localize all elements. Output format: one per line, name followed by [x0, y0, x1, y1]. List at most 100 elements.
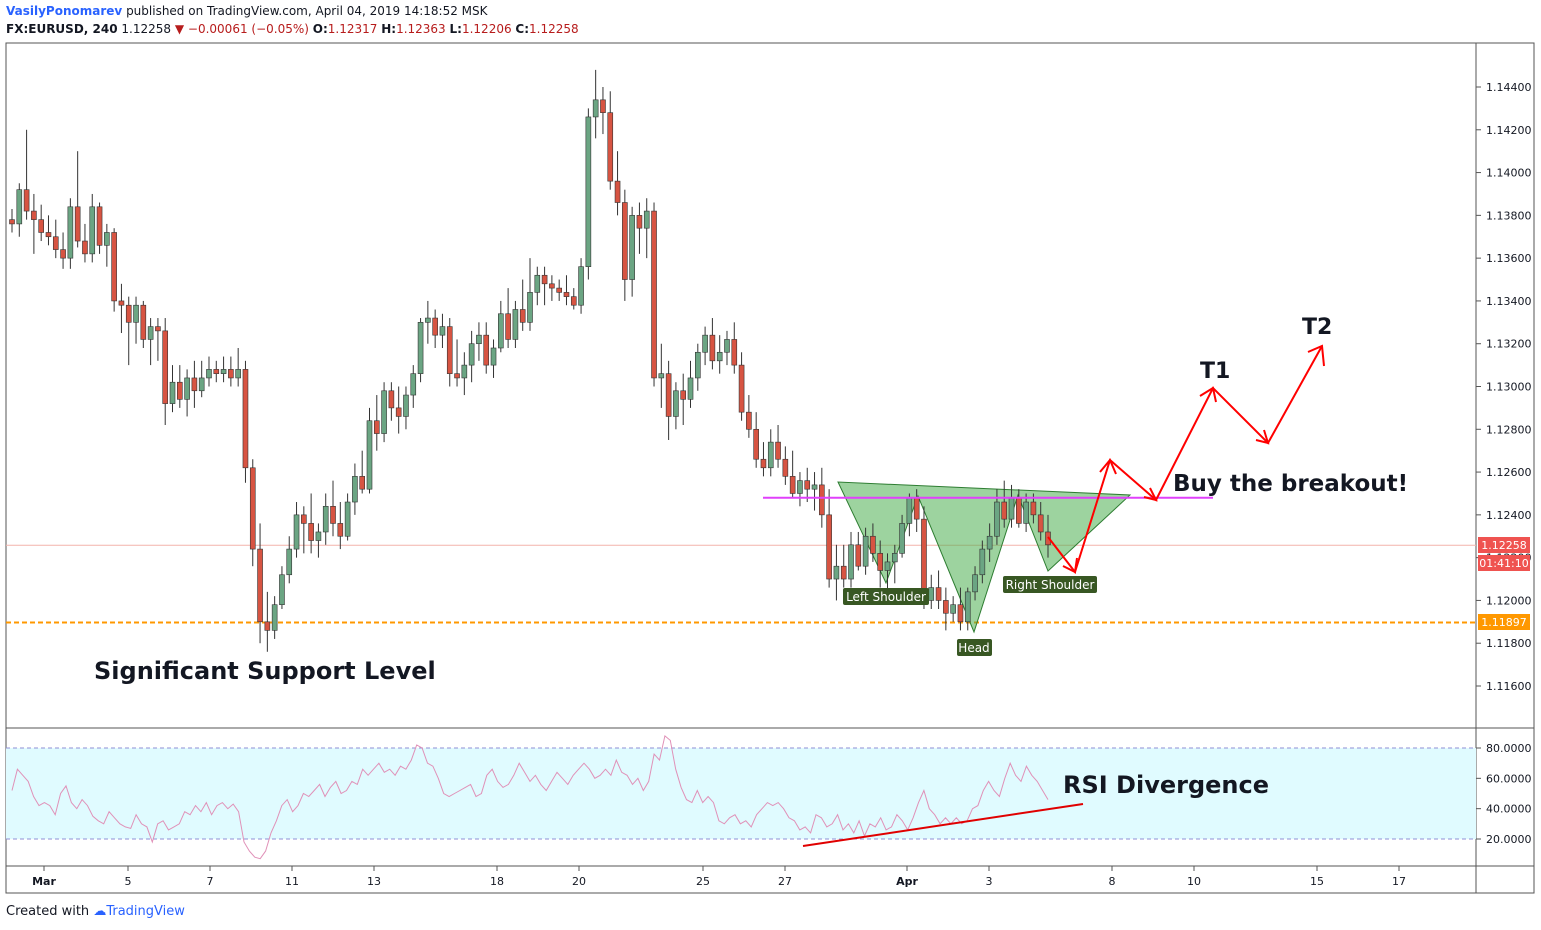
candle-body [228, 369, 234, 379]
time-tick-label: 18 [490, 875, 504, 888]
candle-body [446, 326, 453, 374]
candle-body [23, 189, 30, 212]
high-label: H: [381, 22, 397, 36]
candle-body [315, 531, 322, 541]
candle-body [60, 249, 66, 259]
time-tick-label: 10 [1187, 875, 1201, 888]
candle-body [840, 565, 847, 580]
candle-body [738, 364, 745, 413]
candle-body [359, 476, 365, 490]
candle-body [687, 377, 694, 400]
price-tick-label: 1.14200 [1486, 124, 1532, 137]
candle-body [1023, 501, 1029, 524]
rsi-divergence-line[interactable] [802, 803, 1084, 847]
publish-text: published on TradingView.com, April 04, … [126, 4, 488, 18]
candle-body [512, 309, 519, 340]
projection-arrows[interactable] [1047, 344, 1325, 575]
candle-body [767, 441, 774, 469]
candle-body [658, 373, 665, 379]
t1-annotation[interactable]: T1 [1200, 359, 1230, 384]
candle-body [490, 347, 497, 366]
low-value: 1.12206 [461, 22, 512, 36]
time-tick-label: 15 [1310, 875, 1324, 888]
candle-body [614, 180, 621, 203]
support-annotation[interactable]: Significant Support Level [94, 657, 436, 685]
candle-body [570, 296, 577, 306]
time-tick-label: 3 [986, 875, 993, 888]
candle-body [819, 484, 825, 516]
candle-body [191, 377, 198, 392]
candle-body [162, 330, 169, 404]
rsi-tick-label: 20.0000 [1486, 833, 1532, 846]
candle-body [235, 369, 241, 379]
candle-body [629, 215, 635, 280]
author-link[interactable]: VasilyPonomarev [6, 4, 123, 18]
t2-annotation[interactable]: T2 [1302, 315, 1332, 340]
candle-body [775, 441, 781, 460]
candle-body [862, 535, 869, 567]
candle-body [82, 240, 88, 255]
price-tick-label: 1.12000 [1486, 594, 1532, 607]
candle-body [673, 390, 679, 417]
tradingview-logo-icon[interactable]: ☁ [93, 904, 107, 919]
candle-body [541, 274, 548, 285]
candle-body [563, 292, 570, 297]
candle-body [242, 369, 249, 469]
candle-body [760, 458, 767, 469]
candle-body [425, 317, 431, 323]
candle-body [870, 535, 876, 554]
candle-body [118, 300, 125, 306]
candle-body [220, 369, 227, 374]
rsi-tick-label: 80.0000 [1486, 742, 1532, 755]
footer-brand[interactable]: TradingView [106, 904, 185, 919]
candle-body [702, 334, 708, 353]
footer: Created with ☁TradingView [6, 904, 185, 919]
head-label: Head [957, 639, 992, 656]
arrowhead-2 [1099, 458, 1117, 475]
candle-body [337, 523, 344, 537]
candle-body [140, 304, 147, 340]
candle-body [622, 202, 628, 280]
rsi-tick-label: 60.0000 [1486, 772, 1532, 785]
candle-body [928, 587, 935, 601]
arrowhead-3 [1143, 487, 1158, 502]
candle-body [811, 484, 818, 490]
candle-body [257, 548, 263, 623]
time-tick-label: 25 [696, 875, 710, 888]
candle-body [206, 369, 212, 379]
candle-body [184, 377, 190, 400]
candle-body [169, 381, 176, 404]
arrowhead-4 [1199, 386, 1217, 403]
rsi-annotation[interactable]: RSI Divergence [1063, 771, 1269, 799]
candle-body [833, 565, 840, 580]
candle-body [279, 574, 285, 606]
candle-body [16, 189, 23, 225]
candle-body [724, 339, 730, 353]
candle-body [432, 317, 438, 336]
candle-body [534, 274, 541, 293]
candle-body [906, 497, 913, 524]
candle-body [899, 523, 905, 554]
candle-body [395, 407, 402, 417]
last-price-tag-text: 1.12258 [1481, 539, 1527, 552]
last-price-tag: 1.12258 [1478, 537, 1530, 553]
candle-body [104, 232, 110, 246]
candle-body [373, 420, 380, 434]
arrowhead-1 [1062, 557, 1078, 574]
candle-body [680, 390, 687, 400]
chart-frame [5, 42, 1535, 894]
candle-body [1037, 514, 1044, 533]
support-price-tag: 1.11897 [1478, 614, 1530, 630]
candle-body [731, 339, 738, 366]
candle-body [468, 343, 475, 366]
head-text: Head [958, 641, 989, 655]
time-tick-label: 5 [125, 875, 132, 888]
candle-body [52, 236, 59, 250]
price-tick-label: 1.12400 [1486, 509, 1532, 522]
candle-body [89, 206, 96, 255]
breakout-annotation[interactable]: Buy the breakout! [1173, 471, 1408, 497]
candle-body [417, 322, 424, 374]
candle-body [556, 287, 562, 293]
candle-body [753, 428, 759, 460]
